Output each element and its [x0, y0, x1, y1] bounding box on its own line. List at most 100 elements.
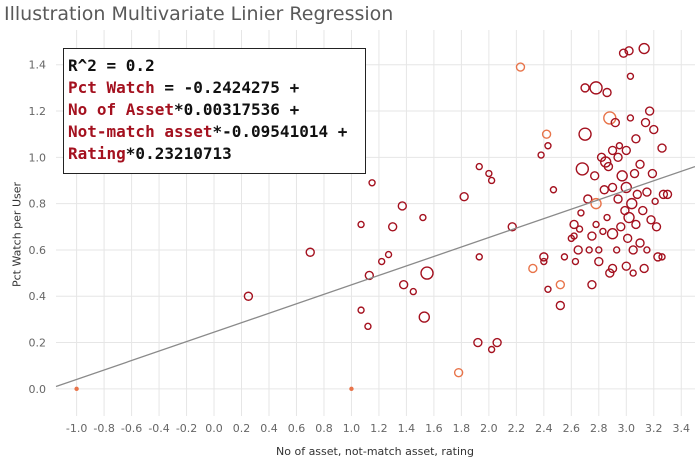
- data-point: [567, 234, 576, 243]
- rating-coef: *0.23210713: [125, 144, 232, 163]
- data-point: [384, 250, 393, 259]
- x-tick-label: 0.8: [315, 422, 333, 435]
- data-point: [592, 220, 600, 229]
- data-point: [528, 263, 538, 274]
- data-point: [575, 162, 590, 176]
- data-point: [618, 48, 629, 58]
- data-point: [377, 257, 386, 266]
- x-tick-label: 3.2: [645, 422, 663, 435]
- data-point: [583, 194, 593, 204]
- data-point: [607, 263, 618, 274]
- y-axis-ticks: 0.0 0.2 0.4 0.6 0.8 1.0 1.2 1.4: [29, 59, 47, 396]
- data-point: [626, 197, 638, 210]
- data-point: [587, 279, 597, 290]
- data-point: [628, 245, 638, 255]
- data-point: [646, 215, 656, 225]
- data-point: [419, 213, 427, 222]
- data-point: [507, 222, 517, 232]
- regression-trend-line: [55, 165, 695, 388]
- x-tick-label: -0.8: [93, 422, 114, 435]
- data-point: [647, 168, 658, 179]
- data-point: [305, 247, 315, 257]
- y-tick-label: 0.2: [29, 337, 47, 350]
- data-point: [409, 287, 417, 296]
- data-point: [577, 209, 585, 217]
- equation-line-4: Rating*0.23210713: [68, 143, 365, 165]
- data-point: [662, 189, 673, 200]
- y-tick-label: 1.4: [29, 59, 47, 72]
- data-point: [629, 269, 637, 277]
- data-point: [638, 42, 650, 55]
- data-point: [475, 253, 483, 261]
- data-point: [475, 162, 483, 171]
- data-point: [368, 179, 376, 187]
- data-point: [418, 311, 430, 323]
- data-point: [603, 213, 611, 222]
- data-point: [541, 129, 552, 139]
- data-point: [544, 142, 552, 150]
- data-point: [578, 127, 592, 141]
- data-points: [74, 42, 673, 392]
- data-point: [473, 337, 483, 348]
- x-tick-label: 1.6: [425, 422, 443, 435]
- trend-line-group: [55, 165, 695, 388]
- data-point: [631, 219, 641, 230]
- data-point: [549, 186, 558, 194]
- rating-label: Rating: [68, 144, 126, 163]
- data-point: [599, 227, 607, 236]
- data-point: [585, 246, 593, 254]
- data-point: [615, 142, 624, 150]
- y-tick-label: 0.0: [29, 383, 47, 396]
- data-point: [364, 322, 372, 331]
- data-point: [623, 211, 635, 224]
- x-tick-label: 3.4: [673, 422, 691, 435]
- intercept-text: = -0.2424275 +: [154, 78, 300, 97]
- equation-line-3: Not-match asset*-0.09541014 +: [68, 121, 365, 143]
- data-point: [607, 182, 618, 193]
- data-point: [539, 252, 549, 262]
- x-tick-label: 3.0: [618, 422, 636, 435]
- data-point: [537, 151, 545, 159]
- chart-title: Illustration Multivariate Linier Regress…: [4, 3, 394, 25]
- x-tick-label: 0.4: [260, 422, 278, 435]
- x-tick-label: -1.0: [66, 422, 87, 435]
- data-point: [569, 219, 579, 230]
- data-point: [599, 156, 612, 168]
- data-point: [540, 257, 548, 266]
- data-point: [364, 270, 375, 281]
- regression-equation-box: R^2 = 0.2 Pct Watch = -0.2424275 + No of…: [63, 48, 366, 174]
- data-point: [621, 261, 631, 271]
- not-match-asset-coef: *-0.09541014 +: [212, 122, 348, 141]
- data-point: [603, 111, 617, 125]
- r-squared-text: R^2 = 0.2: [68, 56, 155, 75]
- data-point: [638, 205, 648, 216]
- data-point: [610, 117, 620, 128]
- data-point: [573, 245, 583, 255]
- no-of-asset-coef: *0.00317536 +: [173, 100, 300, 119]
- data-point: [590, 197, 602, 210]
- data-point: [622, 233, 633, 244]
- x-tick-label: 1.8: [453, 422, 471, 435]
- equation-line-2: No of Asset*0.00317536 +: [68, 99, 365, 121]
- x-tick-label: 0.2: [233, 422, 251, 435]
- pct-watch-label: Pct Watch: [68, 78, 155, 97]
- y-axis-label: Pct Watch per User: [10, 181, 24, 288]
- data-point: [349, 386, 354, 392]
- data-point: [594, 256, 604, 267]
- y-tick-label: 1.0: [29, 151, 47, 164]
- data-point: [589, 171, 600, 181]
- r-squared-line: R^2 = 0.2: [68, 55, 365, 77]
- data-point: [643, 246, 651, 254]
- data-point: [624, 46, 634, 56]
- x-tick-label: 2.4: [535, 422, 553, 435]
- data-point: [397, 201, 407, 211]
- data-point: [651, 222, 662, 232]
- data-point: [487, 176, 496, 185]
- data-point: [599, 185, 610, 195]
- data-point: [357, 220, 365, 229]
- data-point: [616, 170, 628, 182]
- data-point: [612, 246, 621, 254]
- x-tick-label: -0.2: [176, 422, 197, 435]
- x-tick-label: 1.4: [398, 422, 416, 435]
- data-point: [620, 181, 632, 194]
